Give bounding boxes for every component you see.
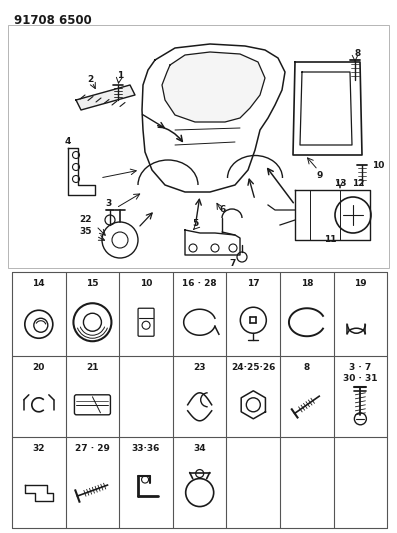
- Text: 33·36: 33·36: [132, 444, 160, 453]
- Text: 27 · 29: 27 · 29: [75, 444, 110, 453]
- Text: 3 · 7
30 · 31: 3 · 7 30 · 31: [343, 364, 378, 383]
- Text: 8: 8: [304, 364, 310, 373]
- Text: 32: 32: [33, 444, 45, 453]
- Polygon shape: [162, 52, 265, 122]
- Text: 18: 18: [301, 279, 313, 288]
- Text: 8: 8: [355, 49, 361, 58]
- Text: 14: 14: [33, 279, 45, 288]
- Text: 3: 3: [105, 198, 111, 207]
- Text: 91708 6500: 91708 6500: [14, 14, 92, 27]
- Text: 6: 6: [220, 206, 226, 214]
- Text: 2: 2: [87, 76, 93, 85]
- Text: 4: 4: [65, 138, 71, 147]
- Text: 10: 10: [372, 160, 384, 169]
- Text: 34: 34: [193, 444, 206, 453]
- Text: 17: 17: [247, 279, 260, 288]
- Text: 15: 15: [86, 279, 99, 288]
- Text: 24·25·26: 24·25·26: [231, 364, 276, 373]
- Text: 12: 12: [352, 179, 364, 188]
- Text: 22: 22: [80, 215, 92, 224]
- Text: 7: 7: [230, 259, 236, 268]
- Text: 35: 35: [80, 228, 92, 237]
- Text: 21: 21: [86, 364, 99, 373]
- Text: 20: 20: [33, 364, 45, 373]
- Text: 23: 23: [193, 364, 206, 373]
- Text: 11: 11: [324, 236, 336, 245]
- Text: 1: 1: [117, 71, 123, 80]
- Bar: [8, 25, 389, 268]
- Text: 5: 5: [192, 220, 198, 229]
- Text: 13: 13: [334, 179, 346, 188]
- Text: 9: 9: [317, 171, 323, 180]
- Text: 19: 19: [354, 279, 367, 288]
- Polygon shape: [76, 85, 135, 110]
- Text: 16 · 28: 16 · 28: [182, 279, 217, 288]
- Text: 10: 10: [140, 279, 152, 288]
